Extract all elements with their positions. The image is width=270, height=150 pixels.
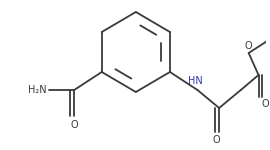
Text: HN: HN [188,76,203,86]
Text: O: O [70,120,78,130]
Text: O: O [212,135,220,145]
Text: H₂N: H₂N [28,85,47,95]
Text: O: O [261,99,269,109]
Text: O: O [245,41,252,51]
